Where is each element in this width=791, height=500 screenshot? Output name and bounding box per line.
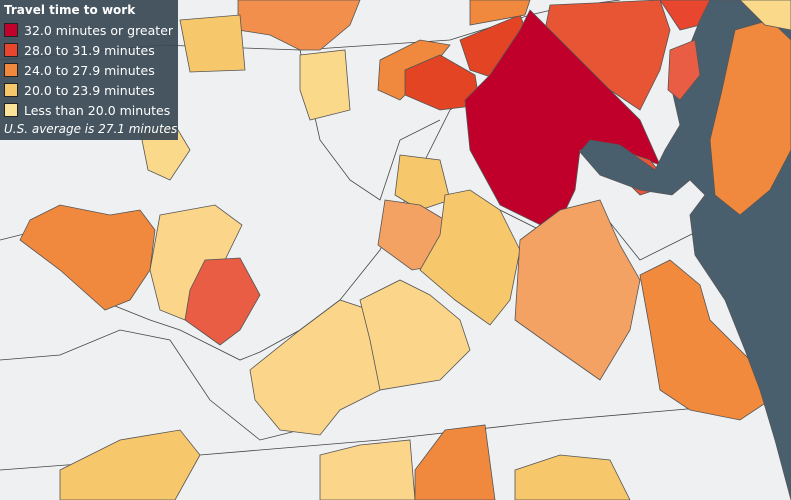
legend-item: 28.0 to 31.9 minutes [4,40,178,60]
county [739,0,791,31]
legend-items: 32.0 minutes or greater 28.0 to 31.9 minu… [4,20,178,120]
county [184,257,261,346]
county [59,429,201,500]
legend-label: 32.0 minutes or greater [24,22,174,38]
legend-item: 20.0 to 23.9 minutes [4,80,178,100]
county [299,49,351,121]
legend-label: 28.0 to 31.9 minutes [24,42,155,58]
legend-swatch [4,103,18,117]
legend-item: 24.0 to 27.9 minutes [4,60,178,80]
legend-swatch [4,63,18,77]
legend-title: Travel time to work [4,3,136,17]
legend-label: 20.0 to 23.9 minutes [24,82,155,98]
legend-swatch [4,83,18,97]
border [0,329,301,441]
county [667,39,701,101]
border [299,49,441,201]
county [419,189,521,326]
county [514,199,641,381]
legend-label: 24.0 to 27.9 minutes [24,62,155,78]
county [359,279,471,391]
legend-note: U.S. average is 27.1 minutes [4,122,178,136]
legend-item: Less than 20.0 minutes [4,100,178,120]
legend-label: Less than 20.0 minutes [24,102,171,118]
legend-swatch [4,23,18,37]
county [19,204,156,311]
county [464,9,661,233]
county [179,14,246,73]
county [394,154,451,211]
county [237,0,361,51]
county [469,0,531,26]
county [319,439,416,500]
legend-item: 32.0 minutes or greater [4,20,178,40]
county [414,424,496,500]
legend: Travel time to work 32.0 minutes or grea… [0,0,178,140]
county [709,19,791,216]
county [514,454,631,500]
legend-swatch [4,43,18,57]
